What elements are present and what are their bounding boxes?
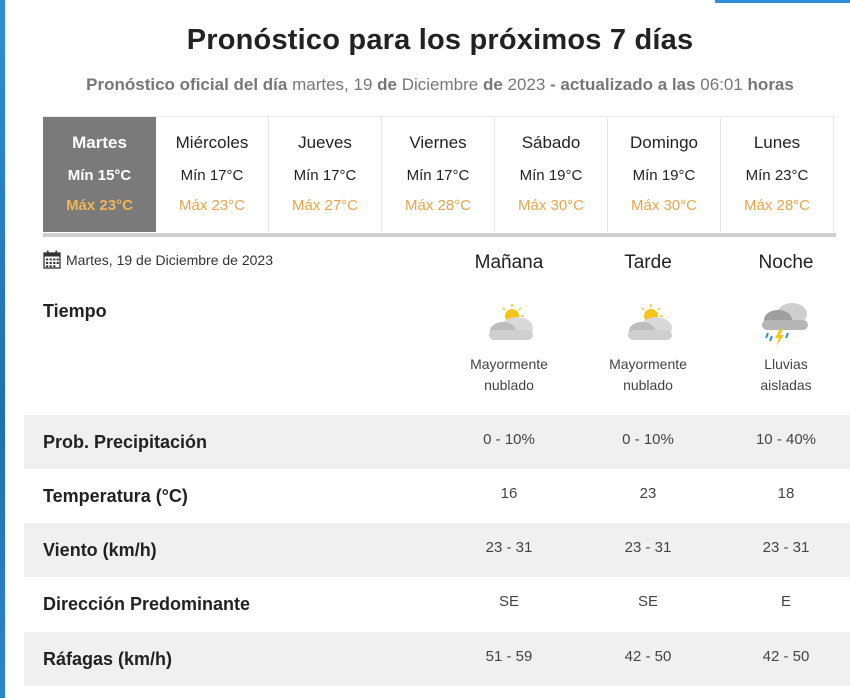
day-max-temp: Máx 28°C (743, 197, 811, 214)
row-value: SE (637, 593, 658, 610)
row-value: 0 - 10% (622, 431, 674, 448)
period-manana: Mañana (474, 252, 544, 273)
row-value: 23 - 31 (485, 539, 533, 556)
day-tab-martes[interactable]: Martes Mín 15°C Máx 23°C (43, 117, 156, 232)
day-tab-viernes[interactable]: Viernes Mín 17°C Máx 28°C (382, 117, 495, 232)
row-value: SE (498, 593, 519, 610)
row-rafagas: Ráfagas (km/h) 51 - 59 42 - 50 42 - 50 (24, 632, 850, 686)
tiempo-label: Tiempo (43, 301, 107, 321)
weather-desc-line: nublado (623, 377, 673, 393)
row-value: 10 - 40% (755, 431, 817, 448)
row-value: 16 (500, 485, 518, 502)
day-min-temp: Mín 19°C (519, 167, 583, 184)
row-label: Temperatura (°C) (43, 485, 188, 506)
subtitle-weekday: martes, 19 (287, 75, 378, 94)
day-name: Jueves (298, 133, 352, 152)
day-min-temp: Mín 17°C (180, 167, 244, 184)
day-max-temp: Máx 30°C (630, 197, 698, 214)
row-value: 23 - 31 (762, 539, 810, 556)
day-name: Domingo (629, 133, 699, 152)
forecast-subtitle: Pronóstico oficial del día martes, 19 de… (0, 75, 850, 95)
day-tabs-divider (43, 233, 836, 237)
row-temperatura: Temperatura (°C) 16 23 18 (24, 469, 850, 523)
weather-desc-manana: Mayormente nublado (439, 354, 579, 396)
detail-date-text: Martes, 19 de Diciembre de 2023 (66, 251, 273, 268)
day-tab-miercoles[interactable]: Miércoles Mín 17°C Máx 23°C (156, 117, 269, 232)
subtitle-updated: - actualizado a las (550, 75, 696, 94)
row-value: 51 - 59 (485, 648, 533, 665)
row-label: Ráfagas (km/h) (43, 648, 173, 669)
partly-cloudy-icon (489, 304, 533, 340)
weather-desc-noche: Lluvias aisladas (716, 354, 850, 396)
day-max-temp: Máx 30°C (517, 197, 585, 214)
storm-rain-icon (762, 303, 808, 346)
period-noche: Noche (758, 252, 814, 273)
subtitle-prefix: Pronóstico oficial del día (86, 75, 288, 94)
subtitle-de-2: de (482, 75, 503, 94)
day-min-temp: Mín 17°C (406, 167, 470, 184)
day-tab-sabado[interactable]: Sábado Mín 19°C Máx 30°C (495, 117, 608, 232)
partly-cloudy-icon (628, 304, 672, 340)
day-name: Sábado (521, 133, 581, 152)
subtitle-hours: horas (747, 75, 794, 94)
top-accent-bar (715, 0, 850, 3)
row-label: Dirección Predominante (43, 593, 251, 614)
day-name: Martes (72, 133, 127, 152)
period-tarde: Tarde (624, 252, 672, 273)
row-value: E (780, 593, 791, 610)
weather-desc-line: Mayormente (470, 356, 548, 372)
row-precipitacion: Prob. Precipitación 0 - 10% 0 - 10% 10 -… (24, 415, 850, 469)
row-direccion: Dirección Predominante SE SE E (24, 577, 850, 631)
row-value: 23 - 31 (624, 539, 672, 556)
weather-desc-tarde: Mayormente nublado (578, 354, 718, 396)
subtitle-month: Diciembre (396, 75, 483, 94)
row-viento: Viento (km/h) 23 - 31 23 - 31 23 - 31 (24, 523, 850, 577)
day-min-temp: Mín 17°C (293, 167, 357, 184)
row-label: Viento (km/h) (43, 539, 157, 560)
day-min-temp: Mín 19°C (632, 167, 696, 184)
detail-date: Martes, 19 de Diciembre de 2023 (43, 250, 273, 269)
day-max-temp: Máx 23°C (178, 197, 246, 214)
row-value: 42 - 50 (624, 648, 672, 665)
day-min-temp: Mín 15°C (67, 167, 132, 184)
weather-desc-line: Mayormente (609, 356, 687, 372)
day-tab-domingo[interactable]: Domingo Mín 19°C Máx 30°C (608, 117, 721, 232)
day-max-temp: Máx 27°C (291, 197, 359, 214)
row-value: 23 (639, 485, 657, 502)
day-max-temp: Máx 23°C (66, 197, 133, 214)
weather-desc-line: nublado (484, 377, 534, 393)
subtitle-year: 2023 (502, 75, 551, 94)
day-tabs: Martes Mín 15°C Máx 23°C Miércoles Mín 1… (43, 116, 836, 232)
day-name: Miércoles (175, 133, 249, 152)
left-edge-strip (0, 0, 5, 698)
day-name: Lunes (753, 133, 801, 152)
day-name: Viernes (409, 133, 467, 152)
day-tab-jueves[interactable]: Jueves Mín 17°C Máx 27°C (269, 117, 382, 232)
subtitle-time: 06:01 (695, 75, 748, 94)
row-value: 0 - 10% (483, 431, 535, 448)
row-value: 18 (777, 485, 795, 502)
weather-desc-line: Lluvias (764, 356, 808, 372)
row-label: Prob. Precipitación (43, 431, 208, 452)
row-value: 42 - 50 (762, 648, 810, 665)
day-tab-lunes[interactable]: Lunes Mín 23°C Máx 28°C (721, 117, 834, 232)
day-min-temp: Mín 23°C (745, 167, 809, 184)
page-title: Pronóstico para los próximos 7 días (186, 24, 694, 56)
weather-desc-line: aisladas (760, 377, 812, 393)
day-max-temp: Máx 28°C (404, 197, 472, 214)
subtitle-de-1: de (377, 75, 397, 94)
calendar-icon (43, 250, 61, 269)
